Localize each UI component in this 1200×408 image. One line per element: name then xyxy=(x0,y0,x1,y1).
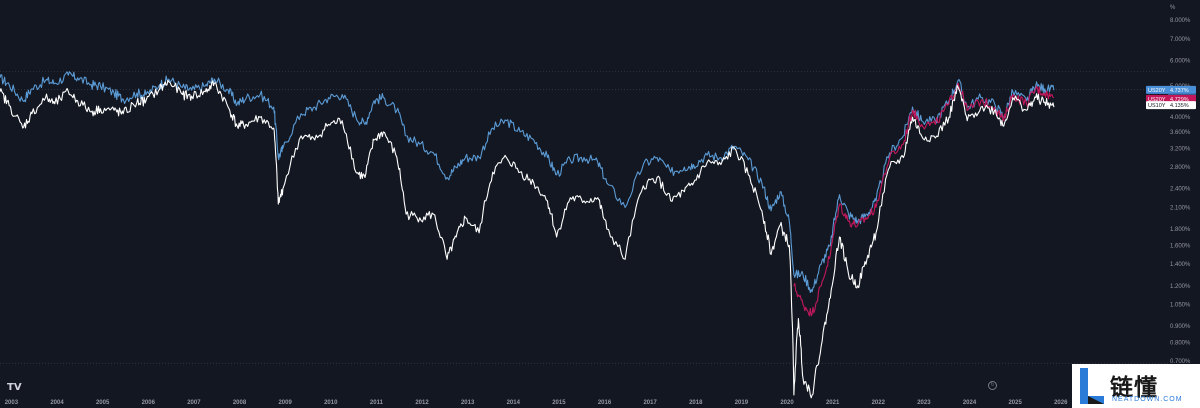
horizontal-lines xyxy=(0,70,1168,364)
x-tick-label: 2007 xyxy=(187,400,201,406)
x-tick-label: 2025 xyxy=(1008,400,1022,406)
x-tick-label: 2018 xyxy=(689,400,703,406)
x-tick-label: 2012 xyxy=(415,400,429,406)
y-tick-label: 0.700% xyxy=(1170,359,1191,365)
y-tick-label: 3.600% xyxy=(1170,130,1191,136)
x-tick-label: 2022 xyxy=(872,400,886,406)
y-tick-label: 1.200% xyxy=(1170,284,1191,290)
y-tick-label: 8.000% xyxy=(1170,18,1191,24)
x-tick-label: 2008 xyxy=(233,400,247,406)
logo-mark-icon xyxy=(1080,368,1104,404)
y-axis: 8.000%7.000%6.000%5.000%4.500%4.000%3.60… xyxy=(1170,18,1191,382)
price-tag-value: 4.737% xyxy=(1170,88,1189,94)
logo-text-cn: 链懂 xyxy=(1110,375,1158,401)
x-tick-label: 2024 xyxy=(963,400,977,406)
unit-label: % xyxy=(1170,5,1176,11)
replay-icon[interactable]: ↻ xyxy=(988,381,997,390)
x-tick-label: 2013 xyxy=(461,400,475,406)
price-tag: US20Y 4.729% xyxy=(1146,94,1196,103)
series-lines xyxy=(0,71,1055,399)
price-tag-name: US10Y xyxy=(1148,103,1166,109)
price-tags: US20Y4.737%24:51:13US20Y4.729%US10Y4.135… xyxy=(1146,85,1196,110)
x-tick-label: 2016 xyxy=(598,400,612,406)
y-tick-label: 1.400% xyxy=(1170,262,1191,268)
price-tag-name: US20Y xyxy=(1148,97,1166,103)
y-tick-label: 1.050% xyxy=(1170,302,1191,308)
price-tag-value: 4.729% xyxy=(1170,97,1189,103)
x-tick-label: 2005 xyxy=(96,400,110,406)
y-tick-label: 1.800% xyxy=(1170,227,1191,233)
x-tick-label: 2006 xyxy=(142,400,156,406)
x-tick-label: 2023 xyxy=(917,400,931,406)
price-tag-name: US20Y xyxy=(1148,88,1166,94)
series-line-0 xyxy=(0,71,1055,293)
x-tick-label: 2009 xyxy=(278,400,292,406)
y-tick-label: 0.900% xyxy=(1170,324,1191,330)
x-tick-label: 2004 xyxy=(50,400,64,406)
y-tick-label: 7.000% xyxy=(1170,37,1191,43)
y-tick-label: 3.200% xyxy=(1170,146,1191,152)
x-tick-label: 2020 xyxy=(780,400,794,406)
series-line-2 xyxy=(0,79,1055,399)
x-axis: 2003 2004 2005 2006 2007 2008 2009 2010 2011 2012… xyxy=(5,400,1114,406)
price-tag-value: 4.135% xyxy=(1170,103,1189,109)
y-tick-label: 2.100% xyxy=(1170,205,1191,211)
watermark-logo: 链懂 NEATDOWN.COM xyxy=(1072,364,1200,408)
x-tick-label: 2011 xyxy=(370,400,384,406)
y-tick-label: 1.600% xyxy=(1170,243,1191,249)
x-tick-label: 2014 xyxy=(507,400,521,406)
x-tick-label: 2026 xyxy=(1054,400,1068,406)
x-tick-label: 2019 xyxy=(735,400,749,406)
x-tick-label: 2017 xyxy=(643,400,657,406)
tradingview-logo: TV xyxy=(7,382,22,393)
y-tick-label: 2.800% xyxy=(1170,165,1191,171)
price-tag: US10Y 4.135% xyxy=(1146,101,1196,110)
y-tick-label: 2.400% xyxy=(1170,187,1191,193)
logo-text-en: NEATDOWN.COM xyxy=(1112,396,1183,403)
y-tick-label: 4.000% xyxy=(1170,115,1191,121)
x-tick-label: 2010 xyxy=(324,400,338,406)
x-tick-label: 2021 xyxy=(826,400,840,406)
y-tick-label: 6.000% xyxy=(1170,58,1191,64)
series-line-1 xyxy=(793,82,1055,317)
x-tick-label: 2003 xyxy=(5,400,19,406)
x-tick-label: 2015 xyxy=(552,400,566,406)
y-tick-label: 0.800% xyxy=(1170,341,1191,347)
